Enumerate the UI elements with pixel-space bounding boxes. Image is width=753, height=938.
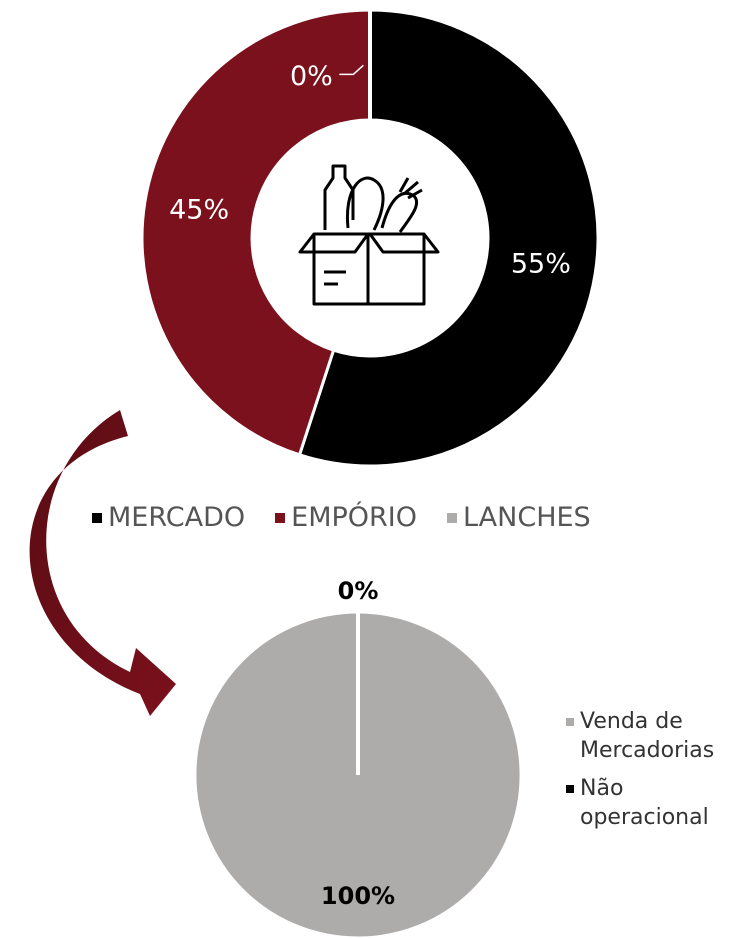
legend-label: LANCHES xyxy=(463,502,591,533)
data-label: 0% xyxy=(290,61,333,92)
data-label: 100% xyxy=(321,882,395,910)
legend-item: MERCADO xyxy=(92,502,245,533)
legend-label: EMPÓRIO xyxy=(291,502,418,533)
legend-swatch xyxy=(275,512,286,523)
legend-item: Venda de Mercadorias xyxy=(566,708,730,765)
grocery-icon xyxy=(298,164,440,306)
legend-label: Venda de Mercadorias xyxy=(580,709,715,763)
slice xyxy=(297,8,600,468)
legend-item: LANCHES xyxy=(447,502,591,533)
legend: MERCADO EMPÓRIO LANCHES xyxy=(92,502,591,533)
legend-item: Não operacional xyxy=(566,775,730,832)
arrow xyxy=(29,410,176,716)
data-label: 55% xyxy=(511,249,571,280)
legend-swatch xyxy=(566,718,574,726)
legend-swatch xyxy=(92,512,102,523)
data-label: 0% xyxy=(338,577,379,605)
leader-line xyxy=(339,64,364,76)
legend-label: MERCADO xyxy=(108,502,246,533)
legend-item: EMPÓRIO xyxy=(275,502,417,533)
legend-swatch xyxy=(447,512,458,523)
legend: Venda de Mercadorias Não operacional xyxy=(566,708,753,832)
slice xyxy=(140,8,372,457)
legend-label: Não operacional xyxy=(580,776,709,830)
data-label: 45% xyxy=(169,194,229,225)
legend-swatch xyxy=(566,785,574,794)
